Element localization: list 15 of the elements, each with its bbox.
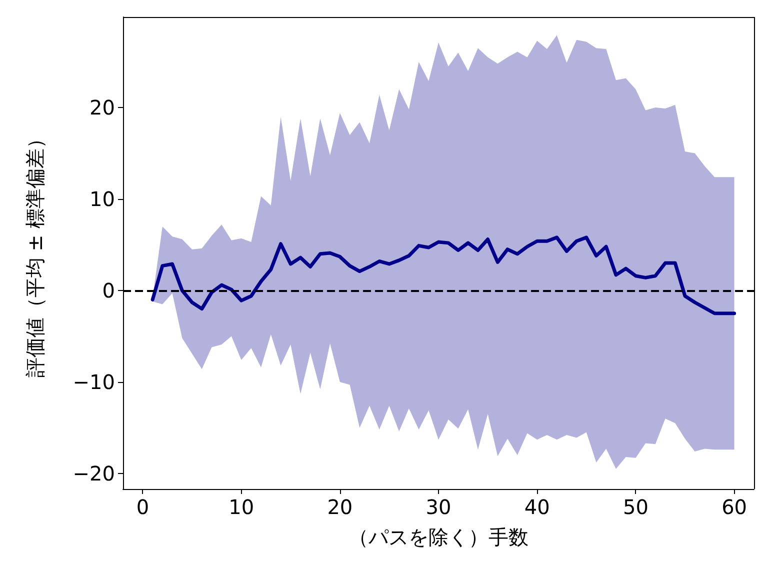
y-axis-title: 評価値（平均 ± 標準偏差） <box>23 128 47 378</box>
x-tick-label: 60 <box>722 495 748 519</box>
line-series <box>150 236 736 316</box>
x-tick-label: 0 <box>136 495 150 519</box>
x-tick-label: 30 <box>426 495 452 519</box>
y-tick-label: −20 <box>72 461 115 486</box>
y-tick-label: 0 <box>102 278 115 303</box>
y-tick-label: 10 <box>90 187 115 212</box>
x-tick-label: 10 <box>228 495 254 519</box>
x-tick-label: 40 <box>524 495 550 519</box>
y-tick-label: −10 <box>72 370 115 394</box>
y-tick-label: 20 <box>90 96 115 120</box>
x-tick-label: 50 <box>622 495 648 519</box>
x-axis-title: （パスを除く）手数 <box>348 525 528 549</box>
x-tick-label: 20 <box>327 495 353 519</box>
